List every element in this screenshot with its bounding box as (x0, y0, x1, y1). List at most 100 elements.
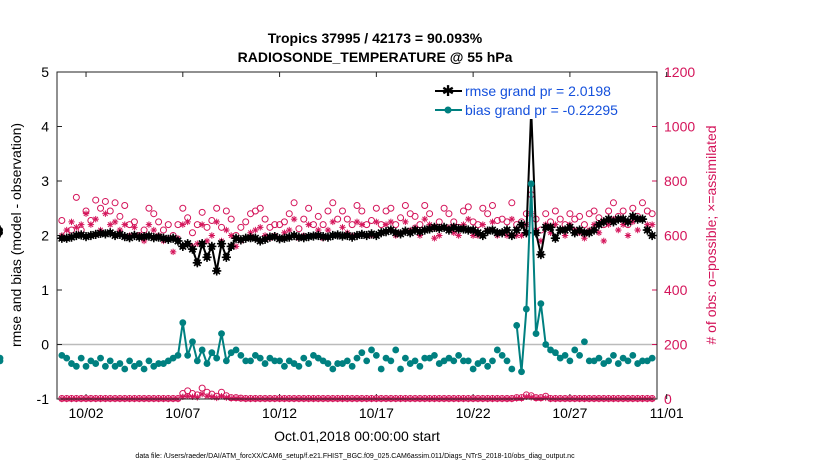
obs-assimilated-point (213, 218, 220, 226)
bias-point (542, 341, 550, 348)
bias-point (527, 180, 535, 188)
rmse-point-ray (638, 215, 647, 223)
rmse-point (183, 239, 193, 249)
obs-possible-point (285, 210, 293, 218)
bias-point (489, 357, 496, 365)
rmse-point (115, 229, 125, 240)
bias-point (343, 357, 351, 365)
obs-assimilated-point (87, 221, 95, 228)
footer-data-file: data file: /Users/raeder/DAI/ATM_forcXX/… (135, 453, 575, 460)
obs-assimilated-point (194, 394, 201, 401)
x-tick-label: 11/01 (650, 405, 684, 421)
x-tick-label: 10/22 (456, 405, 491, 421)
bias-point (174, 352, 182, 359)
bias-point (498, 352, 506, 359)
bias-point (247, 357, 254, 365)
y-tick-label: 4 (41, 119, 49, 135)
rmse-point-ray (648, 231, 656, 240)
bias-point (493, 346, 501, 354)
obs-assimilated-point (479, 221, 487, 228)
bias-point (624, 357, 632, 365)
obs-possible-point (401, 202, 409, 210)
bias-point (145, 357, 153, 365)
obs-possible-point (363, 221, 371, 229)
rmse-point (347, 232, 357, 242)
bias-point (639, 357, 646, 365)
obs-possible-point (213, 204, 221, 212)
rmse-point (308, 231, 319, 241)
rmse-point (545, 222, 556, 232)
rmse-point-ray (387, 226, 395, 234)
bias-point (329, 365, 337, 373)
bias-point (222, 357, 230, 365)
rmse-point (642, 225, 652, 235)
obs-assimilated-point (339, 224, 346, 231)
rmse-point-ray (198, 239, 206, 248)
rmse-point-ray (169, 234, 177, 243)
bias-point (605, 357, 613, 365)
obs-possible-point (97, 204, 105, 212)
obs-possible-point (256, 204, 264, 212)
rmse-point (550, 233, 560, 243)
obs-possible-point (556, 215, 564, 223)
rmse-point (531, 228, 541, 238)
bias-point (610, 352, 617, 359)
bias-point (276, 357, 283, 365)
x-tick-label: 10/02 (69, 405, 104, 421)
bias-point (155, 360, 163, 367)
obs-possible-point (203, 223, 211, 231)
rmse-point-ray (566, 223, 574, 232)
rmse-point-ray (343, 231, 352, 240)
legend-box (432, 79, 647, 119)
rmse-point (66, 232, 77, 242)
rmse-point (216, 239, 227, 249)
obs-possible-point (237, 223, 245, 231)
obs-assimilated-point (232, 395, 240, 402)
rmse-point (618, 214, 628, 224)
obs-possible-point (343, 215, 351, 223)
obs-possible-point (92, 196, 100, 204)
obs-possible-point (280, 218, 288, 226)
obs-assimilated-point (552, 221, 559, 228)
obs-assimilated-point (286, 226, 293, 234)
rmse-point-ray (77, 231, 85, 239)
obs-possible-point (479, 204, 487, 212)
obs-possible-point (566, 210, 574, 218)
obs-possible-point (319, 221, 327, 229)
bias-point (411, 357, 419, 365)
obs-assimilated-point (353, 218, 361, 226)
obs-assimilated-point (600, 237, 607, 245)
rmse-point (0, 228, 3, 238)
obs-possible-point (508, 199, 516, 207)
bias-point (532, 330, 540, 337)
rmse-point (570, 228, 580, 238)
obs-possible-point (605, 207, 613, 215)
bias-point (237, 352, 245, 359)
rmse-point (647, 230, 657, 241)
bias-point (431, 352, 438, 359)
rmse-point (386, 225, 396, 235)
rmse-point-ray (575, 226, 584, 234)
rmse-point-ray (217, 239, 226, 248)
rmse-point (197, 239, 207, 249)
obs-possible-point (155, 218, 163, 226)
obs-assimilated-point (257, 224, 264, 231)
rmse-point (604, 214, 614, 224)
legend-bias-label: bias grand pr = -0.22295 (465, 102, 618, 118)
rmse-point-ray (517, 220, 526, 229)
obs-possible-point (106, 207, 114, 215)
bias-point (97, 354, 104, 362)
bias-point (334, 360, 342, 367)
rmse-point-ray (290, 231, 298, 240)
obs-assimilated-point (150, 226, 157, 234)
obs-assimilated-point (290, 215, 298, 223)
rmse-point-ray (546, 223, 555, 232)
obs-assimilated-point (324, 226, 332, 234)
bias-point (503, 357, 511, 365)
bias-point (372, 352, 380, 359)
obs-possible-point (150, 210, 158, 218)
obs-possible-point (542, 210, 550, 218)
rmse-point-ray (411, 226, 419, 234)
rmse-point (212, 266, 222, 276)
obs-assimilated-point (648, 221, 656, 228)
